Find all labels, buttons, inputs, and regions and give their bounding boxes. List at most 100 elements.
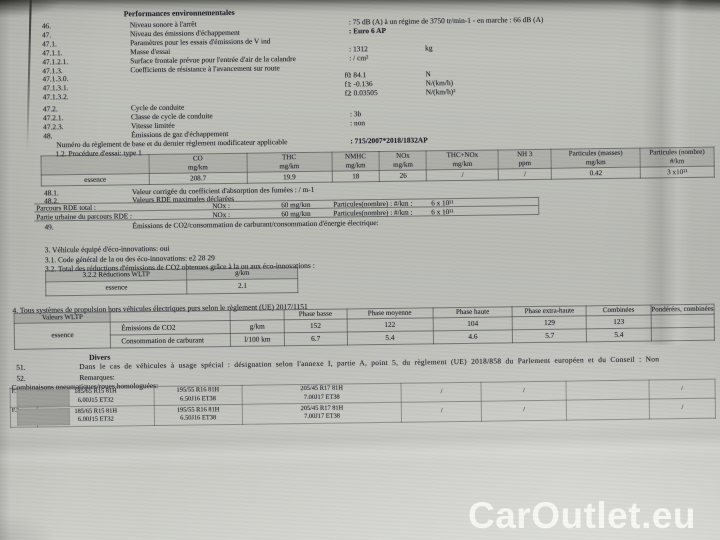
header-cell: Particules (nombre) #/km [640,147,715,168]
row-value: : 0.03505 [349,88,378,98]
tyre-cell: / [649,398,716,419]
tyre-cell: 205/45 R17 81H 7.00J17 ET38 [241,402,402,424]
tyre-cell: / [401,401,482,422]
redaction-box [16,407,71,426]
row-value: : non [350,117,366,127]
header-cell: THC+NOx mg/km [426,149,499,170]
value-cell [651,326,715,341]
tyre-cell: 205/45 R17 81H 7.00J17 ET38 [241,382,402,405]
rde-cell: 60 mg/km [281,200,311,210]
tyre-table: F.1 185/65 R15 81H 6.00J15 ET32 195/55 R16… [10,378,716,427]
table-cell: essence [41,173,150,186]
row-number: 47.2.1. [42,112,64,122]
wltp-reductions-table: 3.2.2 Réductions WLTP g/km essence 2.1 [45,267,298,296]
redaction-box [16,388,70,407]
header-cell [41,154,150,175]
rde-cell: 6 x 10¹¹ [431,207,454,217]
tyre-cell: 195/55 R16 81H 6.50J16 ET38 [153,384,242,406]
header-cell: Particules (masses) mg/km [551,148,641,169]
rde-cell: Particules(nombre) : #/km : [333,208,413,218]
value-cell: 122 [346,317,433,332]
rde-cell: NOx : [212,201,231,211]
row-text: Remarques: [79,372,115,382]
header-cell: NH 3 ppm [498,149,552,169]
row-number: 47.1.1. [42,47,63,57]
rde-cell: 60 mg/km [281,209,311,219]
row-number: 52. [16,373,26,383]
value-cell: 5.7 [512,328,587,343]
rde-cell: Parcours RDE total : [36,203,96,213]
table-cell: 208.7 [149,172,248,185]
row-number: 49. [44,221,54,231]
tyre-wheel-combinations-table: F.1 185/65 R15 81H 6.00J15 ET32 195/55 R16… [10,378,716,427]
row-number: 47.1.2.1. [42,56,69,66]
section-title: Performances environnementales [123,7,235,19]
row-number: 48. [43,130,53,140]
parameter-cell: Consommation de carburant [110,332,231,348]
value-cell: 4.6 [432,329,513,344]
tyre-cell: 195/55 R16 81H 6.50J16 ET38 [154,404,243,425]
row-value: : Euro 6 AP [348,25,386,35]
header-cell: NOx mg/km [379,150,427,171]
table-cell: 3 x10¹¹ [640,166,715,179]
unit-cell: l/100 km [230,332,285,346]
rde-cell: 6 x 10¹¹ [431,198,454,208]
empty-cell [230,309,285,320]
row-unit: N/(km/h)² [425,87,456,97]
table-cell: 19.9 [246,171,332,184]
tyre-cell [566,399,650,420]
table-cell: essence [45,279,188,296]
row-number: 46. [41,20,52,30]
value-cell [650,313,715,328]
rde-cell: Partie urbaine du parcours RDE : [36,211,132,222]
table-cell: 0.42 [551,167,641,180]
wltp-table: Valeurs WLTP Phase basse Phase moyenne Phas… [14,303,715,349]
header-cell: THC mg/km [246,152,332,173]
row-value: : -0.136 [349,79,373,89]
tyre-cell: / [481,400,567,421]
tyre-cell [566,379,650,401]
value-cell: 129 [512,315,587,330]
row-value: : 1312 [349,43,368,53]
row-number: 47. [41,29,52,39]
value-cell: 6.7 [284,331,348,346]
row-number: 47.1.3.2. [42,92,69,102]
row-number: 47.1. [41,38,57,48]
row-unit: N [425,69,431,79]
table-cell: 18 [331,170,380,183]
value-cell: 152 [284,318,347,333]
fuel-type-cell: essence [14,321,111,349]
row-unit: N/(km/h) [425,78,454,88]
value-cell: 5.4 [346,330,434,345]
table-cell: / [426,168,499,181]
table-cell: 26 [379,169,427,182]
row-unit: kg [425,42,433,52]
table-cell: 2.1 [187,278,298,294]
table-cell: / [498,168,552,180]
header-cell: CO mg/km [148,153,247,174]
value-cell: 104 [432,316,513,331]
eco-reductions-table: 3.2.2 Réductions WLTP g/km essence 2.1 [45,267,298,296]
phase-header-cell: Pondérées, combinées [650,303,715,315]
wltp-values-table: Valeurs WLTP Phase basse Phase moyenne Phas… [14,303,715,349]
tyre-cell: / [649,378,716,400]
rde-cell: NOx : [212,210,231,219]
row-value: : / cm² [349,52,369,62]
row-number: 51. [16,362,26,372]
row-value: : 84.1 [349,70,367,80]
unit-cell: g/km [230,319,285,333]
row-number: 47.1.3.0. [42,74,69,84]
value-cell: 5.4 [586,327,652,342]
header-cell: NMHC mg/km [331,151,380,172]
value-cell: 123 [586,314,652,329]
row-number: 47.2. [42,103,58,113]
tyre-cell: / [401,381,482,403]
row-label: Émissions de CO2/consommation de carbura… [132,217,379,230]
row-number: 47.2.3. [43,121,64,131]
tyre-cell: / [481,380,567,402]
row-number: 47.1.3.1. [42,83,69,93]
row-value: : 3b [349,108,362,118]
watermark-text: CarOutlet.eu [468,495,697,536]
